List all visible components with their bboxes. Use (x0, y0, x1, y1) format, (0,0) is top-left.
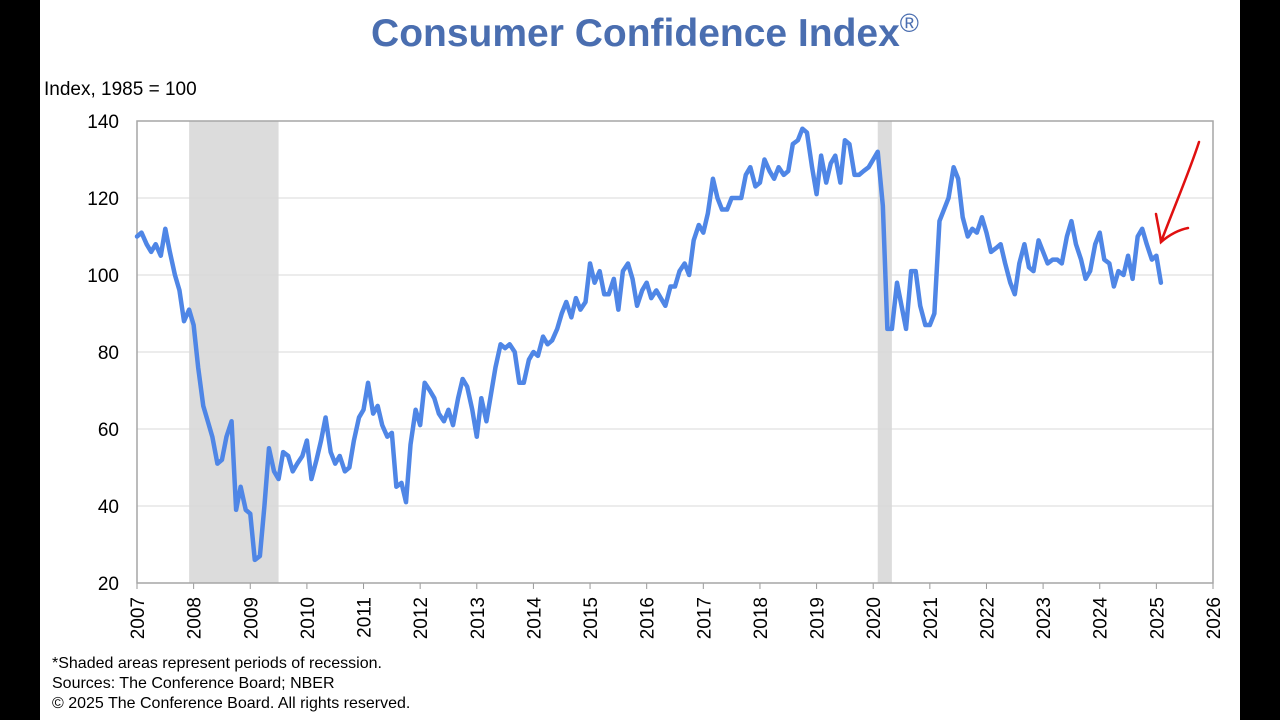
x-tick-label: 2025 (1147, 597, 1168, 639)
x-tick-label: 2026 (1204, 597, 1225, 639)
plot-area: 20 40 60 80 100 120 140 2007 2008 2009 2010 2011 201… (87, 112, 1225, 639)
arrow-head (1154, 212, 1190, 245)
x-tick-label: 2017 (694, 597, 715, 639)
footnote: Sources: The Conference Board; NBER (52, 675, 335, 692)
y-tick-label: 80 (98, 343, 119, 364)
x-tick-label: 2019 (808, 597, 829, 639)
annotation-arrow (1154, 140, 1201, 245)
y-tick-label: 100 (87, 266, 119, 287)
y-tick-label: 20 (98, 574, 119, 595)
footnote: © 2025 The Conference Board. All rights … (52, 695, 410, 712)
side-bar (1240, 0, 1280, 720)
x-tick-label: 2015 (581, 597, 602, 639)
plot-frame (136, 120, 1214, 584)
x-tick-label: 2024 (1091, 597, 1112, 640)
arrow-shaft (1159, 140, 1201, 244)
title-mark: ® (900, 8, 919, 38)
x-tick-label: 2010 (298, 597, 319, 639)
y-tick-label: 60 (98, 420, 119, 441)
x-tick-label: 2014 (524, 597, 545, 640)
x-tick-label: 2018 (751, 597, 772, 639)
x-tick-label: 2023 (1034, 597, 1055, 639)
x-tick-label: 2009 (241, 597, 262, 639)
x-tick-label: 2013 (468, 597, 489, 639)
x-tick-label: 2022 (977, 597, 998, 639)
y-tick-label: 120 (87, 189, 119, 210)
y-axis-label: Index, 1985 = 100 (44, 79, 197, 100)
x-tick-label: 2020 (864, 597, 885, 639)
chart-title: Consumer Confidence Index® (371, 8, 919, 55)
title-text: Consumer Confidence Index (371, 12, 900, 55)
x-tick-label: 2021 (921, 597, 942, 639)
x-tick-label: 2012 (411, 597, 432, 639)
x-tick-label: 2016 (638, 597, 659, 639)
side-bar (0, 0, 40, 720)
x-tick-label: 2007 (128, 597, 149, 639)
y-tick-label: 140 (87, 112, 119, 133)
data-line (134, 126, 1164, 563)
y-tick-label: 40 (98, 497, 119, 518)
x-tick-label: 2011 (355, 597, 376, 638)
footnote: *Shaded areas represent periods of reces… (52, 655, 382, 672)
x-tick-label: 2008 (185, 597, 206, 639)
